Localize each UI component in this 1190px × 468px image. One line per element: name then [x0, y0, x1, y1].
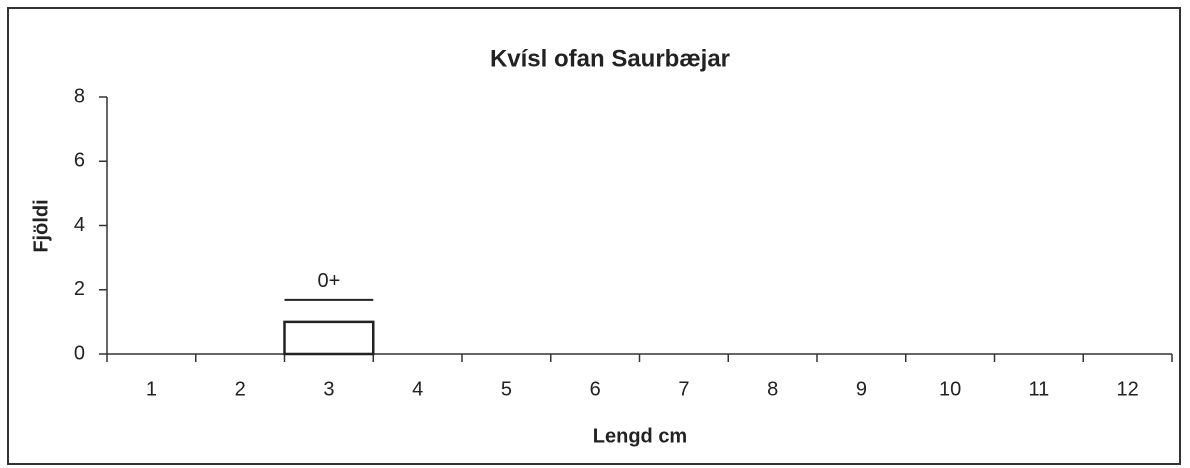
x-tick-label: 4	[412, 378, 423, 400]
y-tick-label: 6	[74, 150, 85, 172]
bar	[283, 320, 375, 356]
x-tick-label: 12	[1117, 378, 1139, 400]
x-tick-label: 1	[146, 378, 157, 400]
chart-frame	[7, 7, 1181, 465]
y-axis-title: Fjöldi	[30, 199, 52, 252]
x-tick-label: 8	[767, 378, 778, 400]
x-tick-label: 7	[678, 378, 689, 400]
chart-title: Kvísl ofan Saurbæjar	[490, 45, 730, 72]
y-tick-label: 4	[74, 214, 85, 236]
x-axis-title: Lengd cm	[593, 425, 687, 447]
x-tick-label: 6	[590, 378, 601, 400]
y-tick-label: 0	[74, 342, 85, 364]
x-tick-label: 5	[501, 378, 512, 400]
x-tick-label: 11	[1028, 378, 1049, 400]
x-tick-label: 2	[235, 378, 246, 400]
y-tick-label: 8	[74, 85, 85, 107]
y-tick-label: 2	[74, 278, 85, 300]
x-tick-label: 9	[856, 378, 867, 400]
annotation: 0+	[317, 270, 340, 292]
x-tick-label: 3	[323, 378, 334, 400]
x-tick-label: 10	[939, 378, 961, 400]
